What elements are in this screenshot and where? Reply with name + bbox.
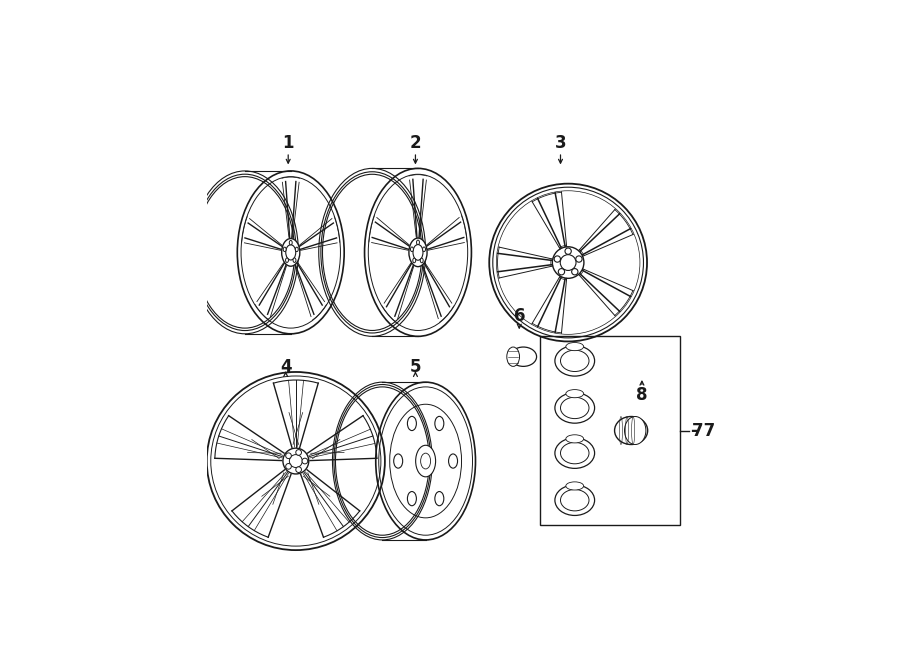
Ellipse shape bbox=[510, 347, 536, 366]
Text: 8: 8 bbox=[636, 386, 648, 404]
Ellipse shape bbox=[393, 454, 402, 468]
Circle shape bbox=[296, 449, 302, 455]
Ellipse shape bbox=[408, 416, 417, 430]
Circle shape bbox=[302, 458, 308, 464]
Text: - 7: - 7 bbox=[691, 422, 716, 440]
Ellipse shape bbox=[420, 258, 423, 262]
Ellipse shape bbox=[435, 492, 444, 506]
Circle shape bbox=[553, 247, 584, 278]
Text: 6: 6 bbox=[514, 307, 525, 325]
Circle shape bbox=[283, 448, 309, 474]
Circle shape bbox=[565, 248, 572, 254]
Ellipse shape bbox=[555, 438, 595, 469]
Ellipse shape bbox=[566, 482, 584, 490]
Circle shape bbox=[558, 268, 564, 275]
Circle shape bbox=[285, 463, 292, 469]
Ellipse shape bbox=[625, 416, 646, 444]
Ellipse shape bbox=[416, 446, 436, 477]
Ellipse shape bbox=[293, 258, 296, 262]
Bar bbox=[540, 336, 680, 525]
Text: 5: 5 bbox=[410, 358, 421, 376]
Ellipse shape bbox=[408, 492, 417, 506]
Text: 7: 7 bbox=[692, 422, 704, 440]
Ellipse shape bbox=[615, 416, 648, 444]
Ellipse shape bbox=[409, 238, 428, 266]
Ellipse shape bbox=[413, 258, 416, 262]
Ellipse shape bbox=[555, 346, 595, 376]
Ellipse shape bbox=[555, 485, 595, 516]
Ellipse shape bbox=[282, 239, 300, 266]
Ellipse shape bbox=[555, 393, 595, 423]
Ellipse shape bbox=[284, 247, 286, 252]
Circle shape bbox=[554, 256, 561, 262]
Ellipse shape bbox=[295, 247, 298, 252]
Text: 3: 3 bbox=[554, 134, 566, 152]
Text: 2: 2 bbox=[410, 134, 421, 152]
Ellipse shape bbox=[417, 240, 419, 245]
Ellipse shape bbox=[448, 454, 457, 468]
Ellipse shape bbox=[289, 241, 293, 245]
Circle shape bbox=[285, 453, 292, 459]
Text: 1: 1 bbox=[283, 134, 294, 152]
Ellipse shape bbox=[285, 258, 289, 262]
Ellipse shape bbox=[435, 416, 444, 430]
Circle shape bbox=[576, 256, 582, 262]
Ellipse shape bbox=[566, 435, 584, 443]
Ellipse shape bbox=[423, 247, 426, 252]
Ellipse shape bbox=[566, 389, 584, 398]
Ellipse shape bbox=[507, 347, 519, 366]
Text: 4: 4 bbox=[280, 358, 292, 376]
Ellipse shape bbox=[566, 342, 584, 350]
Ellipse shape bbox=[410, 247, 413, 252]
Circle shape bbox=[572, 268, 578, 275]
Circle shape bbox=[296, 467, 302, 473]
